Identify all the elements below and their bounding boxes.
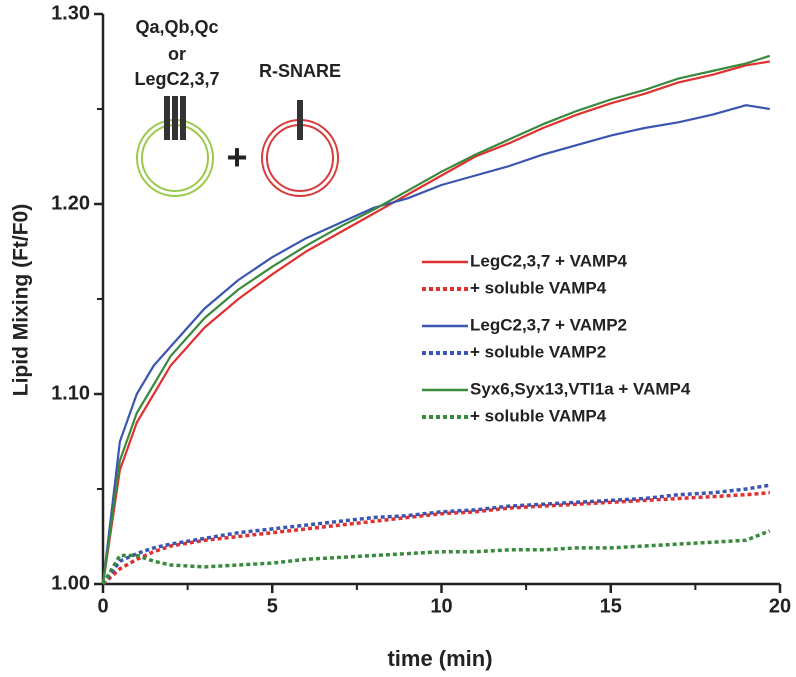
series-line	[101, 104, 770, 585]
legend-label: + soluble VAMP2	[470, 342, 606, 361]
annotation: Qa,Qb,Qc	[135, 17, 218, 37]
snare-bar	[180, 96, 186, 140]
x-tick-label: 10	[430, 595, 452, 617]
diagram	[136, 96, 339, 197]
x-tick-label: 0	[97, 595, 108, 617]
y-tick-label: 1.00	[51, 572, 90, 594]
series-line	[101, 483, 771, 586]
series-line	[101, 491, 770, 586]
legend-label: + soluble VAMP4	[470, 406, 607, 425]
x-tick-label: 20	[769, 595, 791, 617]
legend-label: LegC2,3,7 + VAMP2	[470, 315, 627, 334]
y-tick-label: 1.30	[51, 2, 90, 24]
x-tick-label: 5	[267, 595, 278, 617]
y-tick-label: 1.10	[51, 382, 90, 404]
series-line	[101, 54, 771, 585]
y-axis-label: Lipid Mixing (Ft/F0)	[10, 204, 33, 396]
series-line	[101, 60, 770, 585]
snare-bar	[164, 96, 170, 140]
snare-bar	[297, 100, 303, 140]
annotation: +	[226, 137, 247, 178]
legend-label: LegC2,3,7 + VAMP4	[470, 251, 628, 270]
legend-label: + soluble VAMP4	[470, 278, 607, 297]
x-axis-label: time (min)	[387, 646, 492, 671]
annotation: R-SNARE	[259, 61, 341, 81]
series-line	[101, 529, 771, 585]
annotation: or	[168, 44, 186, 64]
snare-bar	[172, 96, 178, 140]
annotation: LegC2,3,7	[134, 69, 219, 89]
y-tick-label: 1.20	[51, 192, 90, 214]
x-tick-label: 15	[600, 595, 622, 617]
legend-label: Syx6,Syx13,VTI1a + VAMP4	[470, 379, 691, 398]
